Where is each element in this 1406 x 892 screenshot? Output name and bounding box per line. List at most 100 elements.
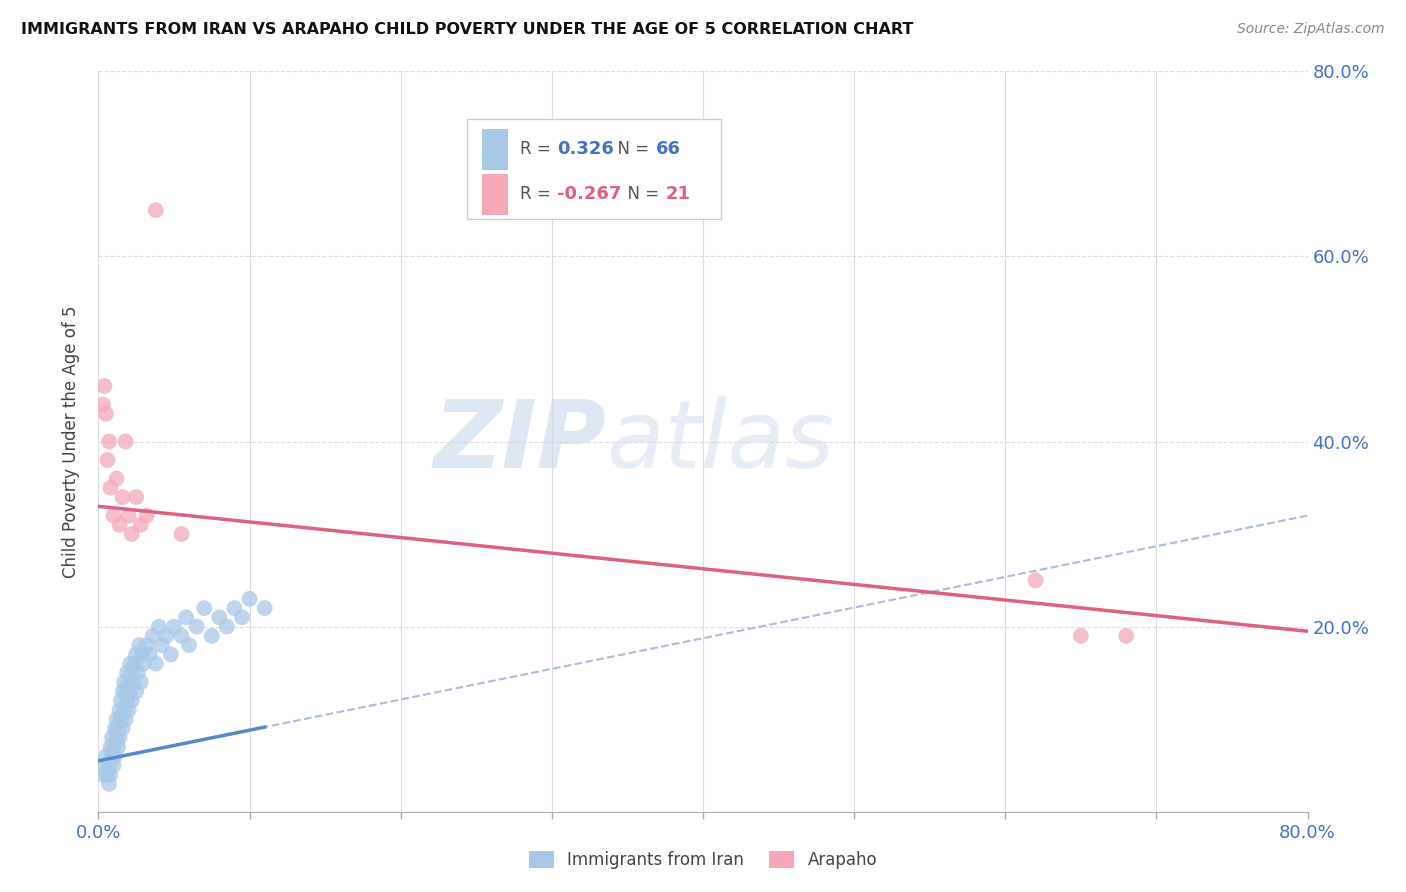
Point — [96, 453, 118, 467]
Point — [121, 527, 143, 541]
Point — [111, 722, 134, 736]
Point — [94, 749, 117, 764]
Point — [93, 379, 115, 393]
Legend: Immigrants from Iran, Arapaho: Immigrants from Iran, Arapaho — [520, 843, 886, 878]
Point — [201, 629, 224, 643]
Point — [145, 203, 167, 218]
Point — [115, 694, 138, 708]
Text: atlas: atlas — [606, 396, 835, 487]
Point — [186, 619, 208, 633]
Point — [96, 767, 118, 781]
Point — [91, 767, 114, 781]
Point — [163, 619, 186, 633]
Text: Source: ZipAtlas.com: Source: ZipAtlas.com — [1237, 22, 1385, 37]
Text: R =: R = — [520, 140, 557, 159]
Point — [101, 749, 124, 764]
Point — [170, 629, 193, 643]
Point — [103, 508, 125, 523]
Point — [121, 665, 143, 680]
Point — [114, 684, 136, 698]
Point — [112, 703, 135, 717]
Point — [193, 601, 215, 615]
Point — [98, 777, 121, 791]
Point — [118, 675, 141, 690]
Point — [124, 657, 146, 671]
Point — [103, 758, 125, 772]
Point — [125, 490, 148, 504]
Point — [135, 508, 157, 523]
Point — [112, 675, 135, 690]
Point — [108, 703, 131, 717]
Point — [125, 648, 148, 662]
Point — [142, 629, 165, 643]
Text: IMMIGRANTS FROM IRAN VS ARAPAHO CHILD POVERTY UNDER THE AGE OF 5 CORRELATION CHA: IMMIGRANTS FROM IRAN VS ARAPAHO CHILD PO… — [21, 22, 914, 37]
Point — [1115, 629, 1137, 643]
Point — [111, 684, 134, 698]
Text: 0.326: 0.326 — [557, 140, 613, 159]
Point — [170, 527, 193, 541]
Point — [103, 739, 125, 754]
Point — [1024, 574, 1046, 588]
Point — [100, 739, 122, 754]
Point — [129, 517, 152, 532]
Text: ZIP: ZIP — [433, 395, 606, 488]
Text: R =: R = — [520, 186, 557, 203]
Point — [105, 472, 128, 486]
Point — [139, 648, 162, 662]
Point — [108, 731, 131, 745]
Point — [94, 407, 117, 421]
Point — [114, 712, 136, 726]
Point — [110, 712, 132, 726]
FancyBboxPatch shape — [467, 120, 721, 219]
Text: -0.267: -0.267 — [557, 186, 621, 203]
FancyBboxPatch shape — [482, 174, 509, 215]
Y-axis label: Child Poverty Under the Age of 5: Child Poverty Under the Age of 5 — [62, 305, 80, 578]
Point — [128, 638, 150, 652]
Point — [98, 758, 121, 772]
Point — [120, 684, 142, 698]
Point — [114, 434, 136, 449]
Point — [111, 490, 134, 504]
Point — [104, 722, 127, 736]
Point — [145, 657, 167, 671]
Point — [148, 619, 170, 633]
Point — [110, 694, 132, 708]
Point — [135, 638, 157, 652]
Point — [239, 591, 262, 606]
Point — [118, 703, 141, 717]
Point — [231, 610, 253, 624]
Point — [208, 610, 231, 624]
Text: N =: N = — [617, 186, 665, 203]
Text: 66: 66 — [655, 140, 681, 159]
Point — [122, 675, 145, 690]
Point — [132, 657, 155, 671]
Text: 21: 21 — [665, 186, 690, 203]
Text: N =: N = — [607, 140, 655, 159]
FancyBboxPatch shape — [482, 129, 509, 169]
Point — [98, 434, 121, 449]
Point — [160, 648, 183, 662]
Point — [179, 638, 201, 652]
Point — [120, 657, 142, 671]
Point — [215, 619, 238, 633]
Point — [100, 481, 122, 495]
Point — [121, 694, 143, 708]
Point — [91, 398, 114, 412]
Point — [104, 749, 127, 764]
Point — [107, 739, 129, 754]
Point — [115, 665, 138, 680]
Point — [174, 610, 197, 624]
Point — [1070, 629, 1092, 643]
Point — [108, 517, 131, 532]
Point — [101, 731, 124, 745]
Point — [93, 758, 115, 772]
Point — [107, 722, 129, 736]
Point — [155, 629, 177, 643]
Point — [127, 665, 149, 680]
Point — [125, 684, 148, 698]
Point — [150, 638, 173, 652]
Point — [224, 601, 246, 615]
Point — [129, 675, 152, 690]
Point — [131, 648, 153, 662]
Point — [253, 601, 276, 615]
